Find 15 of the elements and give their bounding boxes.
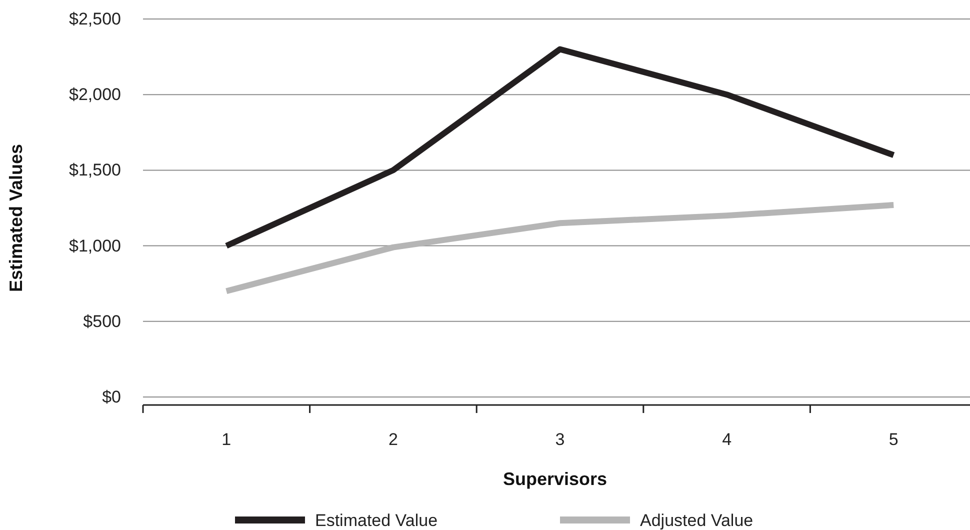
legend-label: Adjusted Value <box>640 511 754 530</box>
y-tick-label: $1,500 <box>69 160 121 180</box>
x-tick-label: 1 <box>222 430 232 449</box>
legend-label: Estimated Value <box>315 511 438 530</box>
x-tick-label: 2 <box>388 430 398 449</box>
y-tick-label: $2,500 <box>69 9 121 28</box>
y-tick-label: $0 <box>102 387 121 406</box>
x-tick-label: 3 <box>555 430 565 449</box>
y-tick-label: $1,000 <box>69 236 121 256</box>
x-axis-title: Supervisors <box>502 469 608 489</box>
y-tick-label: $500 <box>83 312 121 331</box>
y-axis-title: Estimated Values <box>6 144 26 292</box>
y-tick-label: $2,000 <box>69 85 121 104</box>
x-tick-label: 5 <box>888 430 898 449</box>
x-tick-label: 4 <box>722 430 732 449</box>
